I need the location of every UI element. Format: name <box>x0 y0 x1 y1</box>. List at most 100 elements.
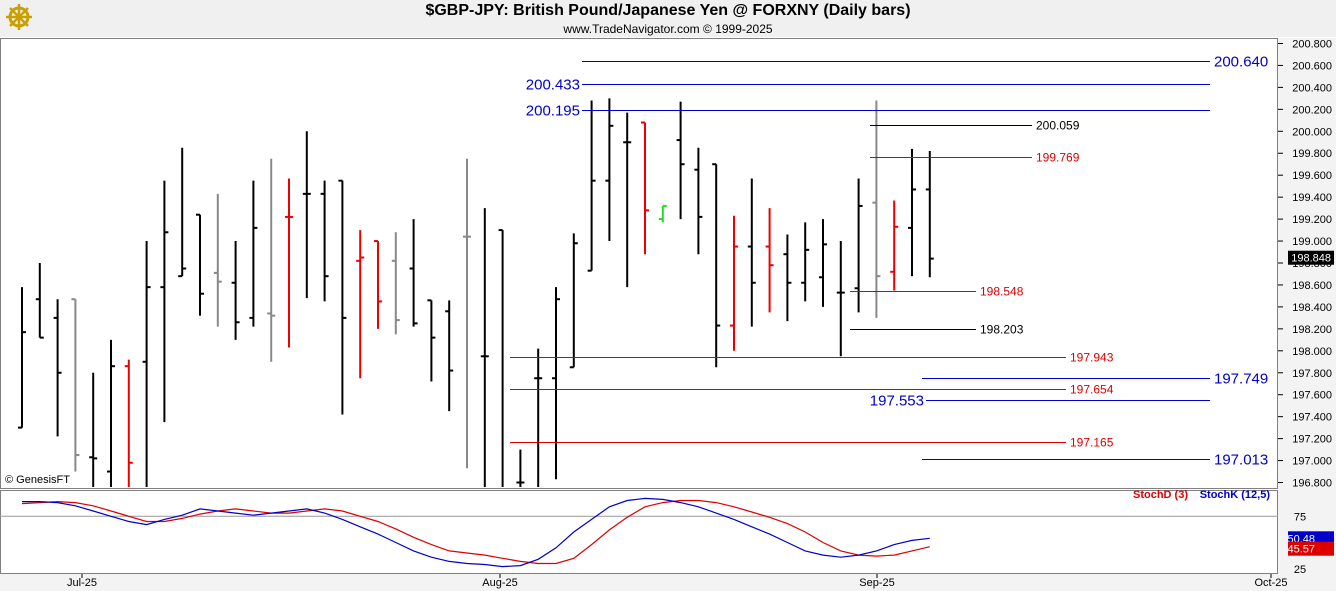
ohlc-bar <box>676 101 685 220</box>
ohlc-bar <box>71 298 80 472</box>
y-tick-label: 200.200 <box>1292 104 1332 116</box>
y-tick-label: 197.400 <box>1292 412 1332 424</box>
ohlc-bar <box>427 299 436 382</box>
stoch-panel-frame <box>0 490 1278 574</box>
stoch-d-legend: StochD (3) <box>1133 489 1188 501</box>
y-tick-label: 199.800 <box>1292 148 1332 160</box>
ohlc-bar <box>925 151 934 278</box>
y-tick-label: 200.800 <box>1292 38 1332 50</box>
y-tick-label: 198.000 <box>1292 346 1332 358</box>
ohlc-bar <box>498 229 504 487</box>
stoch-d-last-label: 45.57 <box>1287 544 1315 556</box>
y-tick-label: 200.600 <box>1292 60 1332 72</box>
price-axis-bg <box>1278 38 1336 574</box>
y-tick-label: 200.000 <box>1292 126 1332 138</box>
x-tick-label: Jul-25 <box>67 577 97 589</box>
level-label: 200.433 <box>526 77 580 94</box>
ohlc-bar <box>730 215 738 351</box>
last-price-label: 198.848 <box>1291 253 1331 265</box>
ohlc-bar <box>783 234 792 322</box>
ohlc-bar <box>480 208 489 487</box>
ohlc-bar <box>765 208 774 313</box>
y-tick-label: 197.600 <box>1292 390 1332 402</box>
price-panel-frame <box>0 38 1278 489</box>
y-tick-label: 199.200 <box>1292 214 1332 226</box>
level-label: 199.769 <box>1036 151 1080 165</box>
x-tick-label: Aug-25 <box>482 577 517 589</box>
date-axis-bg <box>0 574 1336 591</box>
level-label: 200.195 <box>526 103 580 120</box>
y-tick-label: 197.200 <box>1292 434 1332 446</box>
ohlc-bar <box>374 240 382 329</box>
level-label: 198.203 <box>980 323 1024 337</box>
chart-title: $GBP-JPY: British Pound/Japanese Yen @ F… <box>425 2 911 19</box>
ohlc-bar <box>569 233 578 369</box>
ohlc-bar <box>694 147 703 255</box>
ohlc-bar <box>890 200 899 291</box>
level-label: 197.165 <box>1070 436 1114 450</box>
ohlc-bar <box>338 179 347 415</box>
ohlc-bar <box>178 147 187 278</box>
y-tick-label: 200.400 <box>1292 82 1332 94</box>
title-bar <box>0 0 1336 37</box>
stoch-y-tick-label: 75 <box>1294 511 1306 523</box>
ohlc-bar <box>267 158 276 362</box>
stoch-k-legend: StochK (12,5) <box>1200 489 1271 501</box>
ohlc-bar <box>320 180 329 302</box>
y-tick-label: 199.400 <box>1292 192 1332 204</box>
ohlc-bar <box>552 287 560 480</box>
ohlc-bar <box>516 449 525 487</box>
ohlc-bar <box>409 219 418 327</box>
ohlc-bar <box>658 204 667 223</box>
ohlc-bar <box>801 222 810 302</box>
y-tick-label: 198.200 <box>1292 324 1332 336</box>
ohlc-bar <box>231 241 240 340</box>
copyright-label: © GenesisFT <box>5 474 70 486</box>
y-tick-label: 196.800 <box>1292 478 1332 490</box>
stoch-series-line <box>21 499 930 565</box>
ohlc-bar <box>89 372 98 487</box>
ohlc-bar <box>747 178 756 327</box>
ohlc-bar <box>124 359 133 487</box>
ship-wheel-logo-icon <box>6 4 32 30</box>
level-label: 200.059 <box>1036 119 1080 133</box>
y-tick-label: 198.600 <box>1292 280 1332 292</box>
level-label: 197.553 <box>870 393 924 410</box>
ohlc-bar <box>142 241 151 487</box>
ohlc-bar <box>196 213 204 316</box>
ohlc-bar <box>213 193 222 327</box>
ohlc-bar <box>605 98 614 242</box>
stoch-series-line <box>22 497 930 568</box>
ohlc-bar <box>302 131 311 299</box>
ohlc-bar <box>872 100 881 318</box>
y-tick-label: 197.800 <box>1292 368 1332 380</box>
y-tick-label: 197.000 <box>1292 456 1332 468</box>
ohlc-bar <box>854 178 863 313</box>
ohlc-bar <box>641 121 649 255</box>
y-tick-label: 198.400 <box>1292 302 1332 314</box>
ohlc-bar <box>908 148 916 277</box>
ohlc-bar <box>160 180 169 423</box>
y-tick-label: 199.600 <box>1292 170 1332 182</box>
ohlc-bar <box>712 163 721 368</box>
ohlc-bar <box>107 339 115 487</box>
level-label: 197.013 <box>1214 452 1268 469</box>
ohlc-bar <box>356 230 365 379</box>
ohlc-bar <box>587 100 596 272</box>
ohlc-bars <box>18 98 934 487</box>
ohlc-bar <box>445 300 454 412</box>
x-tick-label: Oct-25 <box>1254 577 1287 589</box>
stoch-y-tick-label: 25 <box>1294 564 1306 576</box>
ohlc-bar <box>35 263 44 339</box>
ohlc-bar <box>285 178 293 348</box>
level-label: 198.548 <box>980 285 1024 299</box>
y-tick-label: 199.000 <box>1292 236 1332 248</box>
last-price-box <box>1288 250 1334 265</box>
level-label: 197.654 <box>1070 383 1114 397</box>
ohlc-bar <box>819 219 827 307</box>
ohlc-bar <box>53 299 62 437</box>
ohlc-bar <box>249 180 258 327</box>
ohlc-bar <box>623 112 632 288</box>
chart-subtitle: www.TradeNavigator.com © 1999-2025 <box>563 22 773 36</box>
